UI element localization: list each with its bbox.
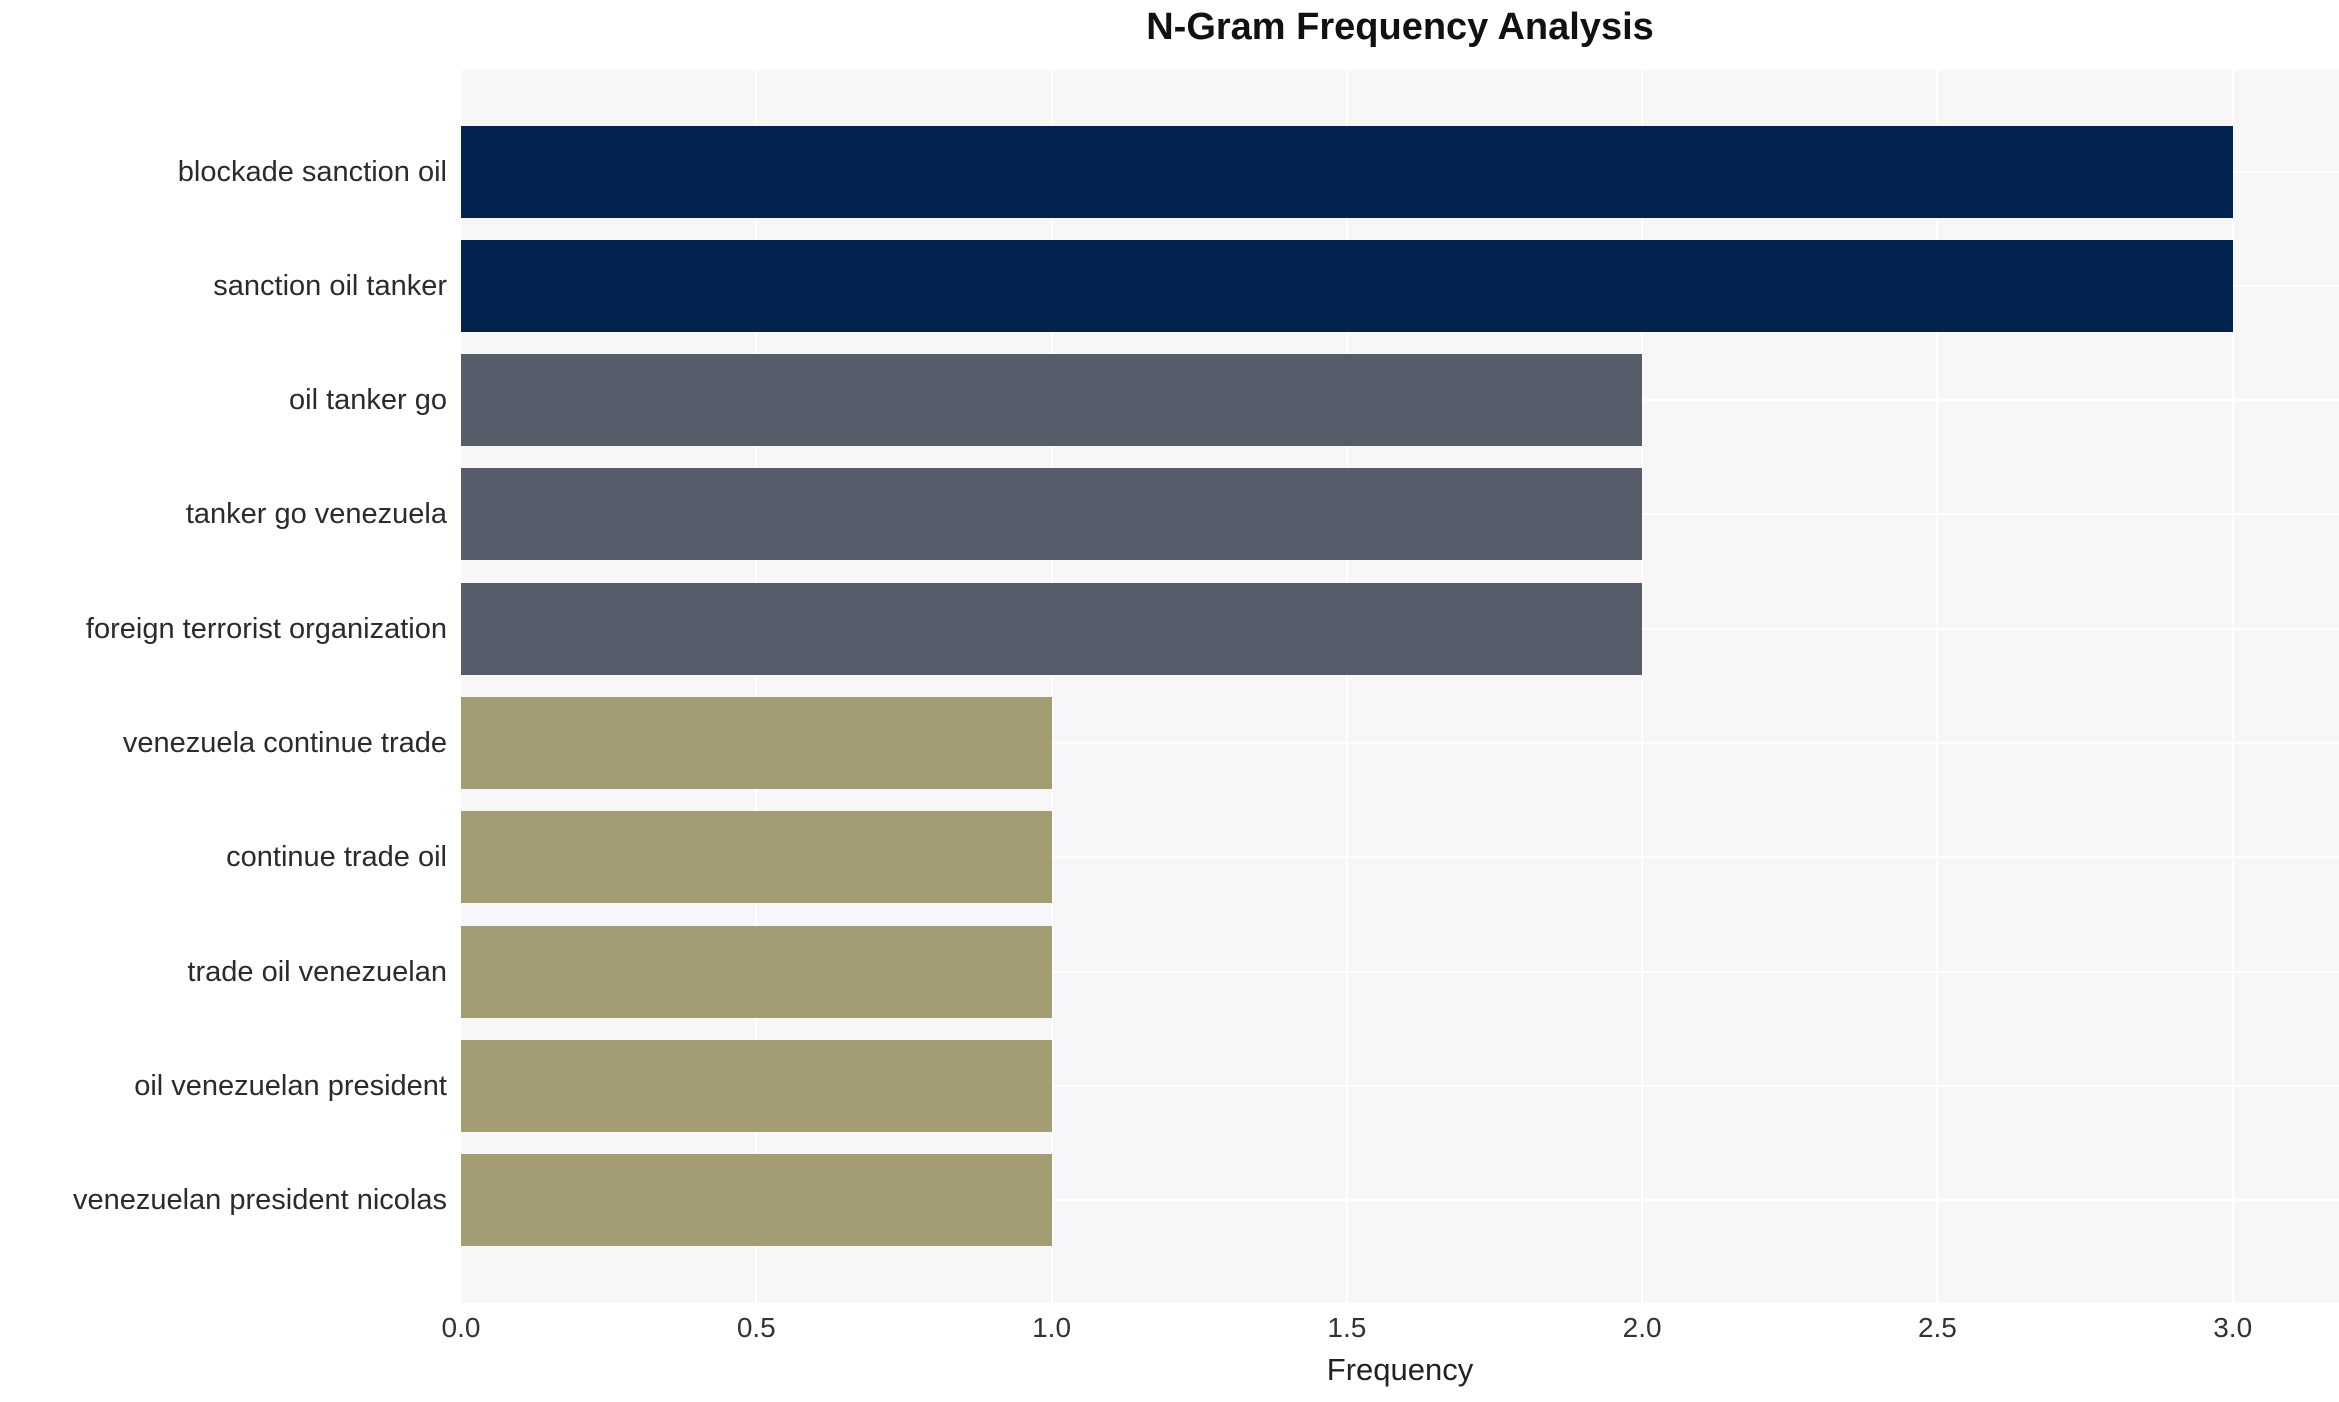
- y-axis-label: venezuelan president nicolas: [72, 1184, 447, 1217]
- y-gridline: [461, 742, 2339, 744]
- x-axis-ticks: 0.0 0.5 1.0 1.5 2.0 2.5 3.0: [442, 1312, 2339, 1348]
- bar: [461, 1039, 1052, 1132]
- x-gridline: [1936, 70, 1939, 1303]
- x-gridline: [755, 70, 758, 1303]
- x-tick-label: 2.5: [1917, 1312, 1957, 1343]
- y-axis-label: trade oil venezuelan: [187, 955, 447, 988]
- chart-title: N-Gram Frequency Analysis: [1146, 6, 1654, 48]
- x-gridline: [1050, 70, 1053, 1303]
- y-axis-label: sanction oil tanker: [213, 269, 447, 302]
- bar: [461, 925, 1052, 1018]
- y-axis-label: tanker go venezuela: [185, 498, 447, 531]
- y-axis-label: oil venezuelan president: [134, 1069, 447, 1102]
- y-gridline: [461, 1084, 2339, 1087]
- x-gridline: [460, 70, 462, 1303]
- plot-area: [460, 70, 2339, 1303]
- bar: [461, 1154, 1052, 1247]
- x-tick-label: 1.0: [1032, 1312, 1072, 1343]
- y-axis-label: continue trade oil: [226, 841, 447, 874]
- y-axis-label: oil tanker go: [289, 384, 447, 417]
- y-axis-label: blockade sanction oil: [177, 155, 447, 188]
- x-gridline: [2231, 70, 2234, 1303]
- x-gridline: [1345, 70, 1348, 1303]
- bar: [461, 697, 1052, 789]
- x-axis-title: Frequency: [1326, 1352, 1474, 1387]
- x-gridline: [1641, 70, 1644, 1303]
- bar: [461, 468, 1643, 561]
- y-gridline: [461, 1199, 2339, 1202]
- x-tick-label: 0.0: [441, 1312, 481, 1343]
- y-gridline: [461, 970, 2339, 973]
- bar: [461, 125, 2233, 218]
- x-tick-label: 0.5: [736, 1312, 776, 1343]
- bar: [461, 354, 1643, 447]
- y-gridline: [461, 856, 2339, 859]
- bar: [461, 811, 1052, 904]
- x-tick-label: 3.0: [2213, 1312, 2253, 1343]
- y-axis-label: venezuela continue trade: [122, 727, 447, 759]
- x-tick-label: 1.5: [1327, 1312, 1367, 1343]
- bar: [461, 239, 2233, 332]
- bar: [461, 582, 1643, 675]
- y-axis-labels: blockade sanction oil sanction oil tanker…: [0, 70, 447, 1303]
- x-tick-label: 2.0: [1622, 1312, 1662, 1343]
- y-axis-label: foreign terrorist organization: [85, 612, 447, 645]
